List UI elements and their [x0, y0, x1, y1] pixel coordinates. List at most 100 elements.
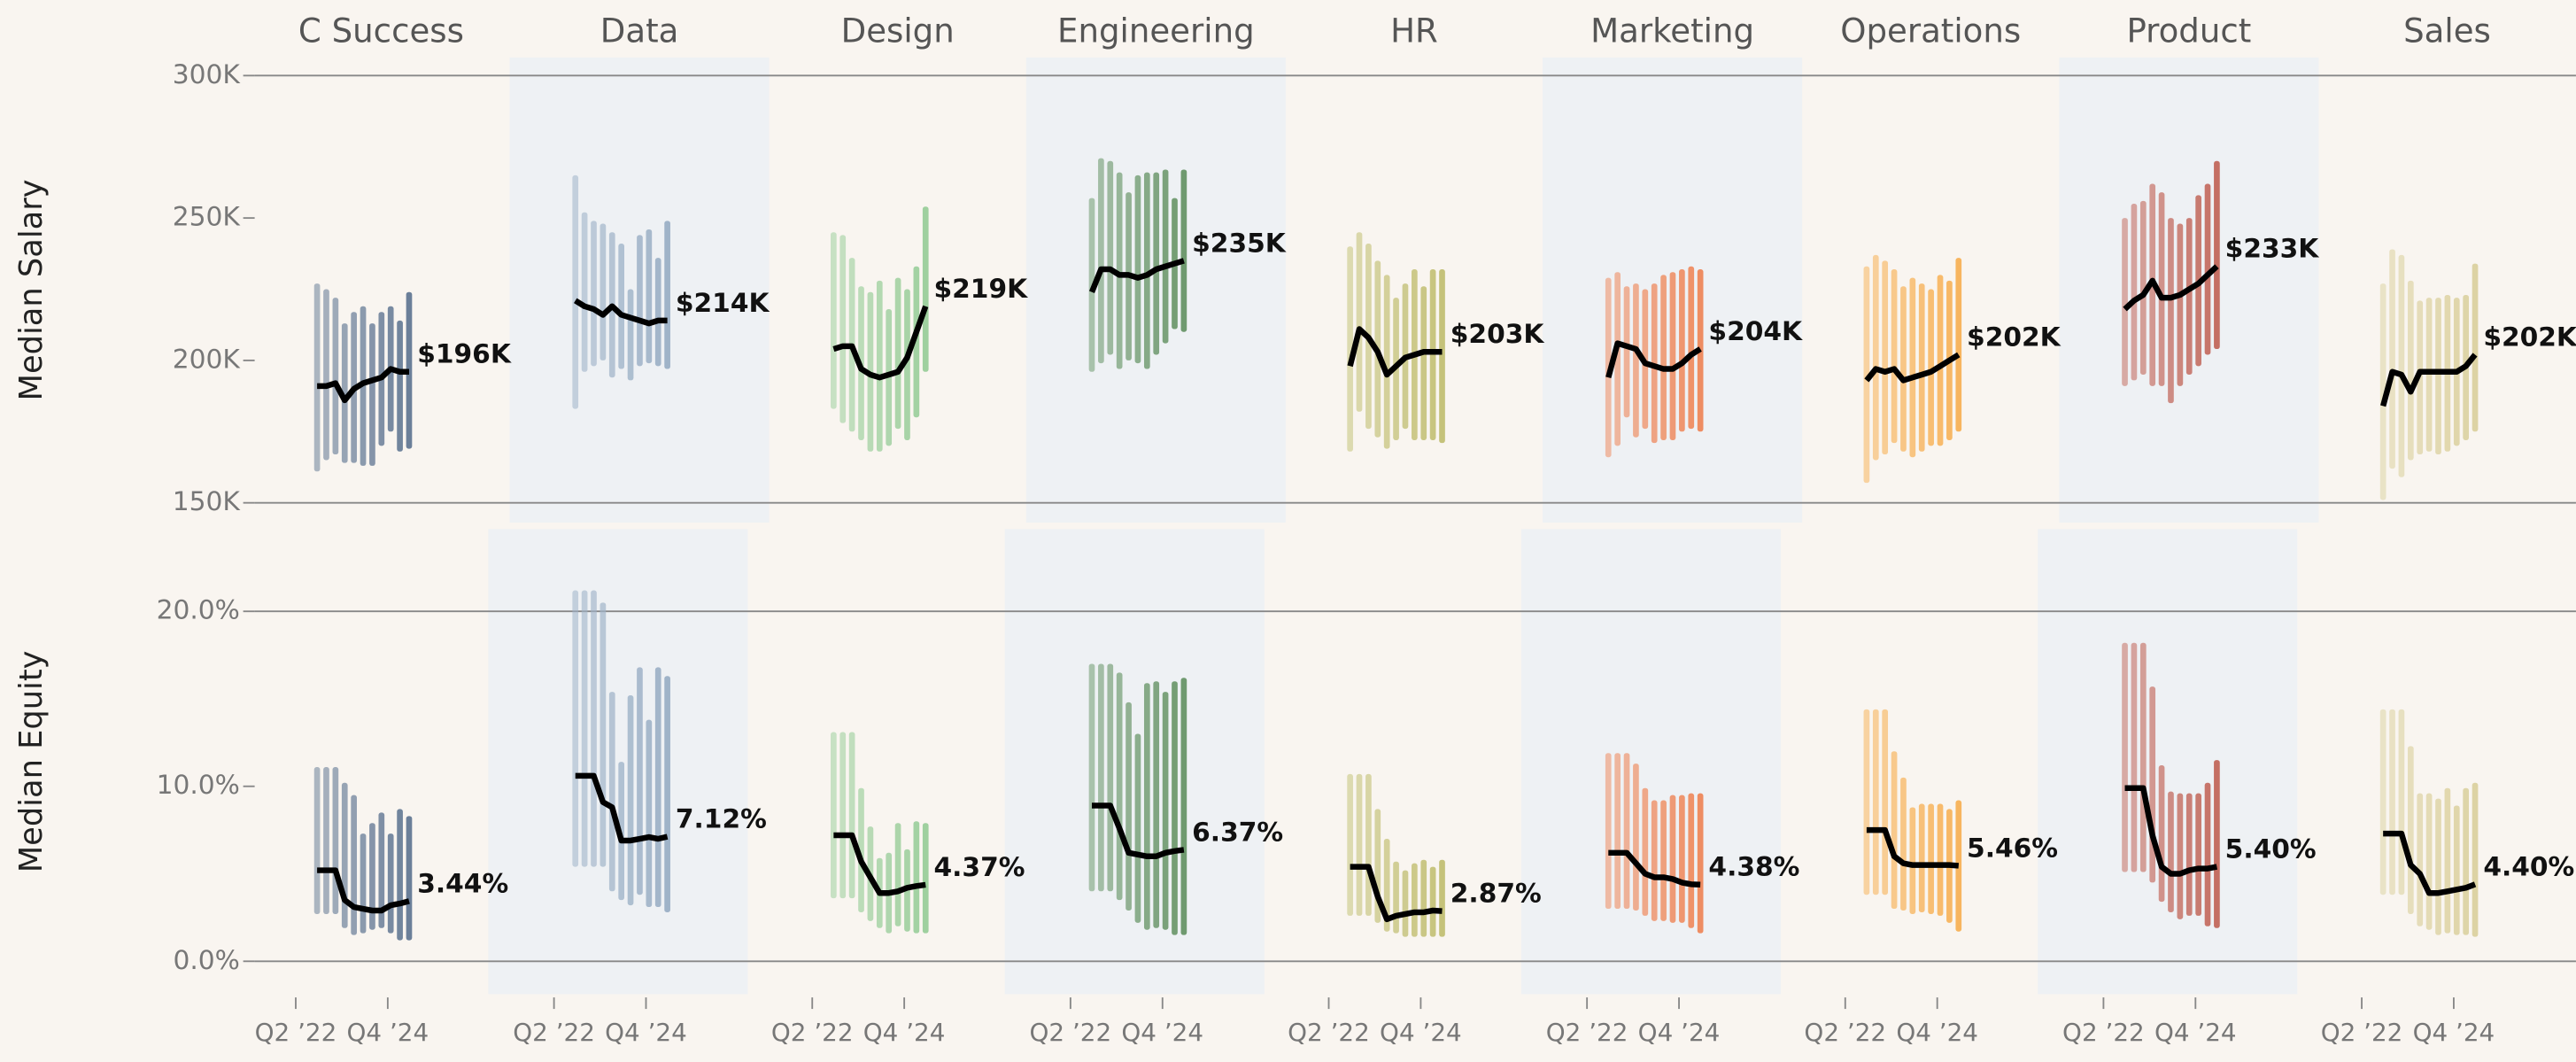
- range-bar: [369, 323, 375, 466]
- range-bar: [1909, 807, 1916, 914]
- value-label: 3.44%: [417, 867, 508, 898]
- range-bar: [1937, 275, 1944, 446]
- range-bar: [627, 289, 634, 381]
- range-bar: [332, 767, 339, 914]
- range-bar: [341, 323, 348, 463]
- range-bar: [2131, 642, 2138, 872]
- x-tick-label: Q2 ’22: [2062, 1018, 2145, 1047]
- value-label: $235K: [1192, 227, 1287, 258]
- range-bar: [1688, 793, 1695, 928]
- range-bar: [2425, 793, 2433, 930]
- range-bar: [2204, 183, 2211, 355]
- y-tick-label: 10.0%: [157, 769, 240, 800]
- y-tick-label: 200K: [173, 343, 242, 374]
- range-bar: [1679, 269, 1685, 432]
- range-bar: [2407, 280, 2414, 461]
- value-label: $202K: [2483, 321, 2576, 352]
- range-bar: [2417, 793, 2424, 926]
- range-bar: [378, 812, 385, 928]
- range-bar: [313, 283, 321, 472]
- range-bar: [2122, 218, 2128, 386]
- range-bar: [1614, 753, 1621, 910]
- range-bar: [1180, 678, 1187, 935]
- range-bar: [894, 277, 901, 430]
- range-bar: [2389, 709, 2395, 895]
- value-label: 4.38%: [1708, 851, 1799, 882]
- column-header: Data: [600, 12, 679, 50]
- x-tick-label: Q4 ’24: [605, 1018, 687, 1047]
- value-label: $219K: [934, 273, 1029, 304]
- range-bar: [1098, 158, 1104, 364]
- range-bar: [848, 732, 855, 899]
- range-bar: [2122, 642, 2128, 872]
- range-bar: [600, 223, 607, 360]
- range-bar: [2472, 263, 2479, 432]
- median-line: [1350, 864, 1443, 923]
- range-bar: [637, 667, 643, 895]
- value-label: 4.37%: [934, 851, 1025, 882]
- median-line: [2123, 264, 2219, 312]
- value-label: $203K: [1450, 318, 1545, 349]
- range-bar: [2195, 793, 2201, 916]
- range-bar: [627, 695, 634, 906]
- range-bar: [839, 732, 847, 899]
- median-line: [1605, 340, 1702, 379]
- range-bar: [1393, 861, 1399, 934]
- range-bar: [332, 298, 339, 455]
- range-bar: [1116, 672, 1123, 901]
- range-bar: [2185, 793, 2193, 916]
- range-bar: [1669, 795, 1676, 923]
- range-bar: [1402, 870, 1409, 937]
- value-label: 4.40%: [2483, 850, 2574, 881]
- range-bar: [1383, 275, 1390, 449]
- x-tick-label: Q2 ’22: [2321, 1018, 2403, 1047]
- median-line: [832, 305, 929, 381]
- x-tick-label: Q4 ’24: [347, 1018, 429, 1047]
- column-header: Operations: [1840, 12, 2021, 50]
- range-bar: [618, 244, 625, 369]
- range-bar: [2158, 192, 2165, 386]
- range-bar: [922, 206, 929, 372]
- range-bar: [1429, 866, 1436, 937]
- range-bar: [646, 719, 653, 908]
- range-bar: [2185, 218, 2193, 375]
- median-line: [1608, 849, 1701, 888]
- panel-shade: [488, 529, 748, 995]
- median-line: [317, 366, 409, 404]
- x-tick-label: Q4 ’24: [1896, 1018, 1978, 1047]
- y-tick-label: 20.0%: [157, 594, 240, 625]
- range-bar: [1439, 859, 1445, 937]
- range-bar: [1420, 859, 1427, 937]
- range-bar: [1891, 269, 1898, 444]
- range-bar: [1651, 800, 1658, 921]
- range-bar: [2149, 686, 2156, 883]
- column-header: Engineering: [1057, 12, 1255, 50]
- range-bar: [313, 767, 321, 914]
- range-bar: [1633, 764, 1639, 911]
- range-bar: [2168, 218, 2174, 404]
- range-bar: [1412, 863, 1418, 937]
- panel-shade: [1004, 529, 1265, 995]
- value-label: $202K: [1967, 321, 2062, 352]
- range-bar: [1863, 266, 1870, 484]
- range-bar: [2407, 746, 2414, 914]
- range-bar: [646, 229, 653, 364]
- range-bar: [1955, 258, 1962, 432]
- range-bar: [2139, 200, 2147, 375]
- range-bar: [2398, 709, 2405, 895]
- x-tick-label: Q2 ’22: [1804, 1018, 1886, 1047]
- range-bar: [2435, 298, 2441, 455]
- range-bar: [1356, 773, 1363, 916]
- range-bar: [397, 809, 403, 941]
- range-bar: [1439, 269, 1445, 444]
- range-bar: [341, 782, 348, 928]
- axis-label: Median Equity: [13, 650, 50, 872]
- median-line: [1347, 326, 1443, 378]
- range-bar: [323, 289, 329, 461]
- range-bar: [1134, 174, 1141, 364]
- range-bar: [831, 232, 837, 409]
- range-bar: [1918, 283, 1925, 452]
- range-bar: [1882, 709, 1889, 895]
- value-label: 5.46%: [1967, 832, 2058, 863]
